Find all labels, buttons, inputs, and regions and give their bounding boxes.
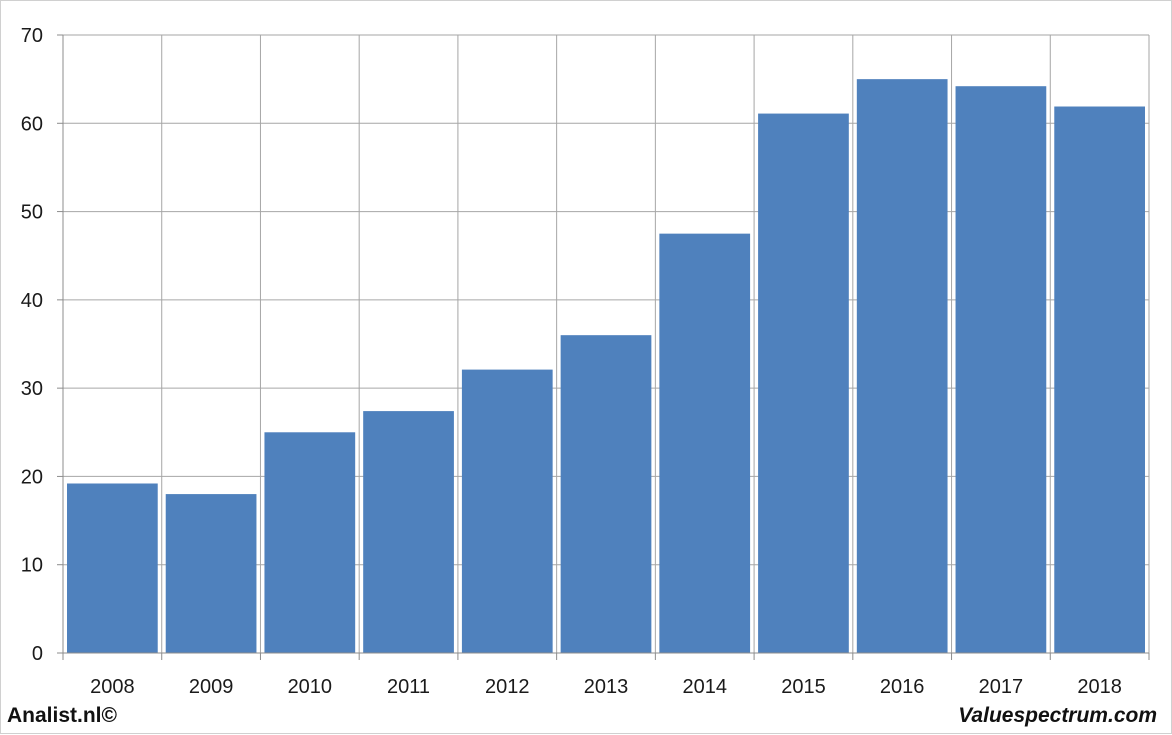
x-tick-label: 2013 [584,676,629,698]
bar-2018 [1054,106,1145,654]
bar-2014 [659,233,751,653]
source-credit-right: Valuespectrum.com [958,704,1157,727]
source-credit-left: Analist.nl© [7,704,117,727]
bar-2017 [955,86,1047,654]
x-tick-label: 2008 [90,676,135,698]
bar-2012 [461,369,553,653]
y-tick-label: 50 [21,202,43,224]
y-tick-label: 0 [32,643,43,665]
x-tick-label: 2009 [189,676,234,698]
bar-2010 [264,432,356,653]
x-tick-label: 2017 [979,676,1024,698]
bar-2015 [758,113,849,654]
y-tick-label: 70 [21,25,43,47]
x-tick-label: 2012 [485,676,530,698]
bar-2013 [560,335,652,653]
y-tick-label: 10 [21,555,43,577]
tick-labels: 0 10 20 30 40 50 60 70 2008 2009 2010 2011 2012 2013 2… [21,25,1122,698]
axes [57,34,1150,660]
grid-lines [62,34,1150,653]
bars [67,79,1145,654]
bar-2009 [165,494,257,653]
bar-2011 [363,411,454,653]
x-tick-label: 2011 [387,676,430,698]
y-tick-label: 60 [21,113,43,135]
bar-2008 [67,483,158,653]
x-tick-label: 2016 [880,676,925,698]
x-tick-label: 2015 [781,676,826,698]
y-tick-label: 40 [21,290,43,312]
bar-2016 [856,79,948,653]
y-tick-label: 30 [21,378,43,400]
x-tick-label: 2010 [288,676,333,698]
x-tick-label: 2018 [1077,676,1122,698]
y-tick-label: 20 [21,466,43,488]
x-tick-label: 2014 [682,676,727,698]
